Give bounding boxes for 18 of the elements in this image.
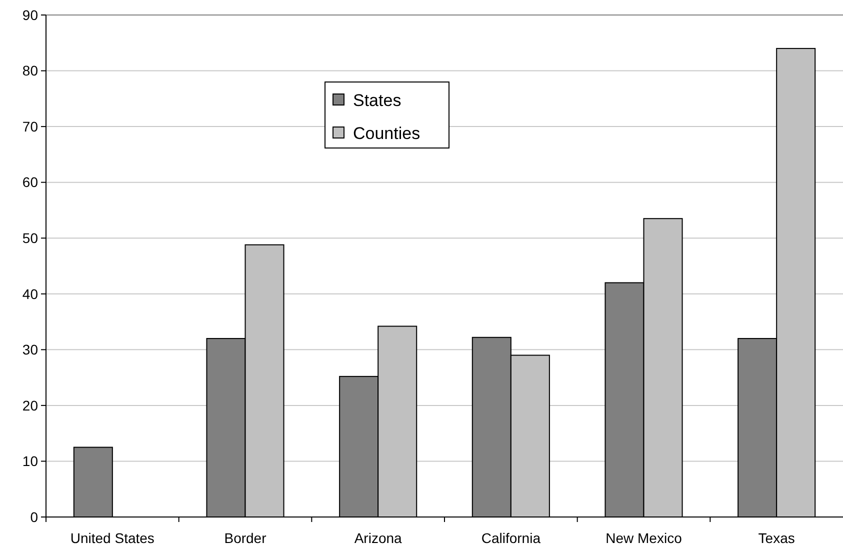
x-tick-label: Border: [224, 530, 267, 546]
x-tick-label: California: [481, 530, 541, 546]
y-tick-label: 60: [22, 174, 38, 190]
y-tick-label: 30: [22, 342, 38, 358]
y-tick-label: 20: [22, 397, 38, 414]
legend-label: States: [353, 90, 402, 110]
legend-label: Counties: [353, 124, 420, 143]
x-tick-label: Arizona: [354, 530, 402, 546]
y-tick-label: 90: [22, 6, 38, 23]
y-tick-label: 50: [22, 230, 38, 246]
x-tick-label: Texas: [758, 530, 795, 546]
x-tick-label: New Mexico: [606, 530, 682, 546]
y-tick-label: 70: [22, 118, 38, 134]
x-tick-label: United States: [70, 530, 154, 546]
y-tick-label: 40: [22, 286, 38, 302]
y-tick-label: 0: [30, 508, 38, 525]
y-tick-label: 10: [22, 453, 38, 470]
y-tick-label: 80: [22, 62, 38, 79]
